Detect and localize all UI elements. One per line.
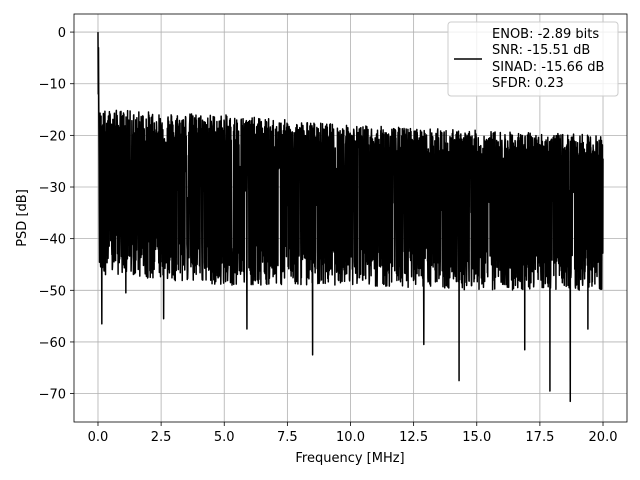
plot-area <box>97 32 604 403</box>
x-tick-label: 0.0 <box>88 430 109 445</box>
y-tick-label: −40 <box>39 233 66 248</box>
x-tick-label: 20.0 <box>589 430 618 445</box>
legend-entry-snr: SNR: -15.51 dB <box>492 43 590 58</box>
x-tick-label: 2.5 <box>151 430 172 445</box>
y-axis-ticks: 0 −10 −20 −30 −40 −50 −60 −70 <box>39 26 74 403</box>
y-tick-label: −20 <box>39 129 66 144</box>
x-tick-label: 15.0 <box>462 430 491 445</box>
legend-entry-sinad: SINAD: -15.66 dB <box>492 60 604 75</box>
y-tick-label: −60 <box>39 336 66 351</box>
y-tick-label: −30 <box>39 181 66 196</box>
y-tick-label: −50 <box>39 284 66 299</box>
y-axis-title: PSD [dB] <box>15 189 30 247</box>
x-axis-title: Frequency [MHz] <box>295 451 404 466</box>
x-tick-label: 12.5 <box>399 430 428 445</box>
x-axis-ticks: 0.0 2.5 5.0 7.5 10.0 12.5 15.0 17.5 20.0 <box>88 422 618 445</box>
legend-entry-enob: ENOB: -2.89 bits <box>492 27 599 42</box>
legend-entry-sfdr: SFDR: 0.23 <box>492 76 564 91</box>
psd-series-line <box>97 32 604 403</box>
x-tick-label: 5.0 <box>214 430 235 445</box>
x-tick-label: 7.5 <box>277 430 298 445</box>
y-tick-label: 0 <box>58 26 66 41</box>
x-tick-label: 10.0 <box>336 430 365 445</box>
legend-box <box>447 21 619 97</box>
x-tick-label: 17.5 <box>525 430 554 445</box>
legend: ENOB: -2.89 bits SNR: -15.51 dB SINAD: -… <box>447 21 619 97</box>
y-tick-label: −10 <box>39 78 66 93</box>
y-tick-label: −70 <box>39 388 66 403</box>
